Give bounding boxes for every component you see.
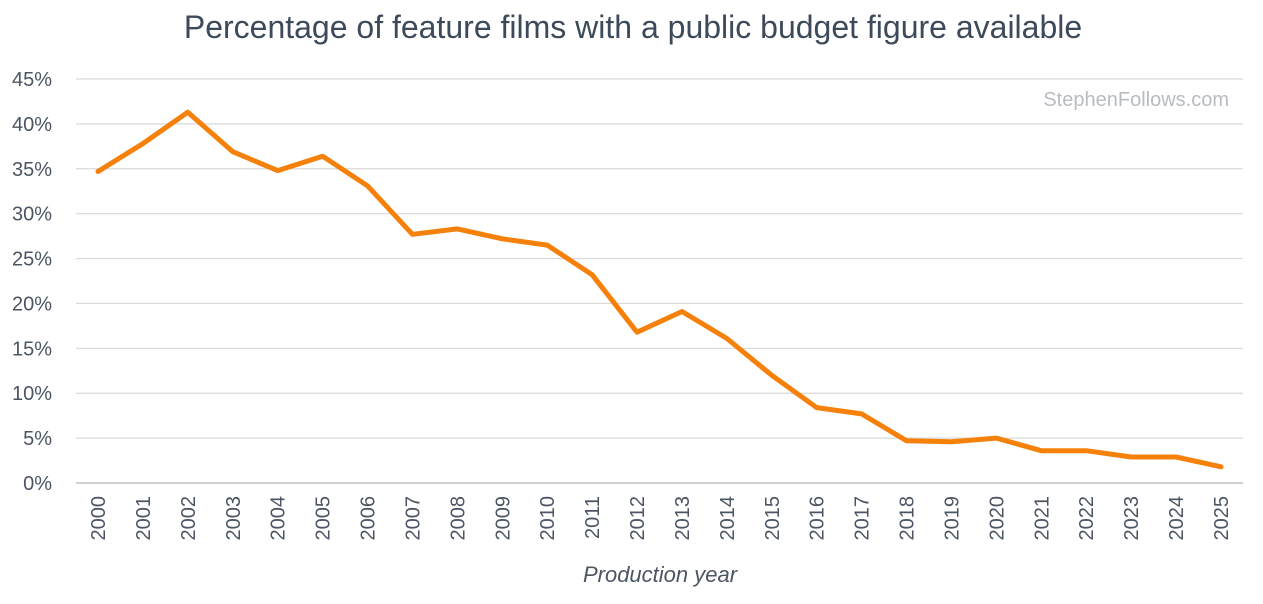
x-tick-label: 2021: [1031, 496, 1053, 541]
x-tick-label: 2004: [268, 496, 290, 541]
x-tick-label: 2025: [1211, 496, 1233, 541]
watermark: StephenFollows.com: [1043, 89, 1229, 111]
y-tick-label: 35%: [12, 159, 52, 181]
y-tick-label: 25%: [12, 249, 52, 271]
y-tick-label: 10%: [12, 383, 52, 405]
series-line-0: [95, 109, 1224, 470]
y-tick-label: 30%: [12, 204, 52, 226]
x-tick-label: 2022: [1076, 496, 1098, 541]
x-axis-label: Production year: [583, 562, 739, 587]
y-tick-label: 15%: [12, 338, 52, 360]
x-tick-label: 2001: [133, 496, 155, 541]
y-tick-label: 5%: [23, 428, 52, 450]
x-tick-label: 2014: [717, 496, 739, 541]
x-tick-label: 2019: [941, 496, 963, 541]
y-axis-ticks: 0% 5% 10% 15% 20% 25% 30% 35% 40% 45%: [12, 69, 52, 495]
x-tick-label: 2008: [447, 496, 469, 541]
y-tick-label: 40%: [12, 114, 52, 136]
x-tick-label: 2005: [313, 496, 335, 541]
x-tick-label: 2009: [492, 496, 514, 540]
y-tick-label: 0%: [23, 473, 52, 495]
x-tick-label: 2012: [627, 496, 649, 541]
x-tick-label: 2017: [852, 496, 874, 541]
x-tick-label: 2024: [1166, 496, 1188, 541]
series-layer: [95, 109, 1224, 470]
x-tick-label: 2000: [88, 496, 110, 541]
x-tick-label: 2010: [537, 496, 559, 541]
x-tick-label: 2011: [582, 496, 604, 539]
chart-title: Percentage of feature films with a publi…: [184, 9, 1082, 45]
x-tick-label: 2018: [897, 496, 919, 541]
x-tick-label: 2003: [223, 496, 245, 541]
x-axis-ticks: 2000 2001 2002 2003 2004 2005 2006 2007 2008 2009…: [88, 496, 1233, 541]
x-tick-label: 2006: [358, 496, 380, 541]
x-tick-label: 2016: [807, 496, 829, 541]
y-tick-label: 45%: [12, 69, 52, 91]
y-tick-label: 20%: [12, 293, 52, 315]
x-tick-label: 2015: [762, 496, 784, 541]
x-tick-label: 2002: [178, 496, 200, 541]
grid-lines: [76, 78, 1243, 439]
x-tick-label: 2007: [402, 496, 424, 541]
x-tick-label: 2013: [672, 496, 694, 541]
x-tick-label: 2020: [986, 496, 1008, 541]
x-tick-label: 2023: [1121, 496, 1143, 541]
